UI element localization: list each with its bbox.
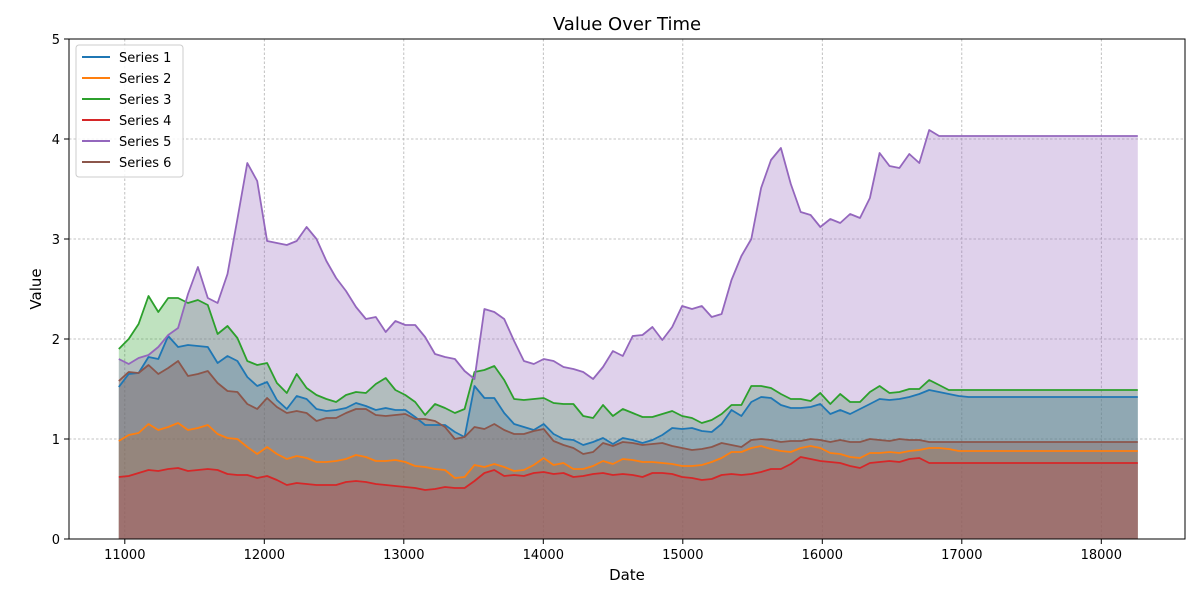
y-tick-label: 1 bbox=[52, 433, 60, 448]
y-tick-label: 4 bbox=[52, 133, 60, 148]
legend-label: Series 2 bbox=[119, 72, 171, 87]
series-2-line bbox=[118, 422, 1138, 479]
y-axis-title: Value bbox=[27, 268, 45, 309]
axis-ticks: 11000 12000 13000 14000 15000 16000 17000 18000… bbox=[52, 33, 1122, 563]
series-6-area bbox=[118, 361, 1138, 539]
chart-title: Value Over Time bbox=[553, 14, 701, 35]
series-areas bbox=[118, 130, 1138, 539]
series-6-line bbox=[118, 360, 1138, 455]
x-tick-label: 11000 bbox=[104, 548, 145, 563]
y-tick-label: 0 bbox=[52, 533, 60, 548]
series-4-line bbox=[118, 456, 1138, 491]
legend-label: Series 6 bbox=[119, 156, 171, 171]
x-tick-label: 18000 bbox=[1081, 548, 1122, 563]
x-tick-label: 16000 bbox=[802, 548, 843, 563]
x-tick-label: 14000 bbox=[523, 548, 564, 563]
legend-label: Series 1 bbox=[119, 51, 171, 66]
series-lines bbox=[118, 129, 1138, 491]
legend-label: Series 5 bbox=[119, 135, 171, 150]
series-3-area bbox=[118, 296, 1138, 539]
series-5-line bbox=[118, 129, 1138, 380]
series-3-line bbox=[118, 295, 1138, 424]
series-4-area bbox=[118, 457, 1138, 539]
series-1-area bbox=[118, 336, 1138, 539]
x-tick-label: 15000 bbox=[662, 548, 703, 563]
y-tick-label: 3 bbox=[52, 233, 60, 248]
x-tick-label: 17000 bbox=[941, 548, 982, 563]
plot-frame bbox=[68, 38, 1186, 540]
y-tick-label: 2 bbox=[52, 333, 60, 348]
series-5-area bbox=[118, 130, 1138, 539]
legend-label: Series 3 bbox=[119, 93, 171, 108]
x-tick-label: 12000 bbox=[244, 548, 285, 563]
y-tick-label: 5 bbox=[52, 33, 60, 48]
legend: Series 1 Series 2 Series 3 Series 4 Series 5… bbox=[75, 44, 184, 178]
series-2-area bbox=[118, 423, 1138, 539]
legend-label: Series 4 bbox=[119, 114, 171, 129]
x-axis-title: Date bbox=[609, 566, 645, 584]
x-tick-label: 13000 bbox=[383, 548, 424, 563]
series-1-line bbox=[118, 335, 1138, 446]
